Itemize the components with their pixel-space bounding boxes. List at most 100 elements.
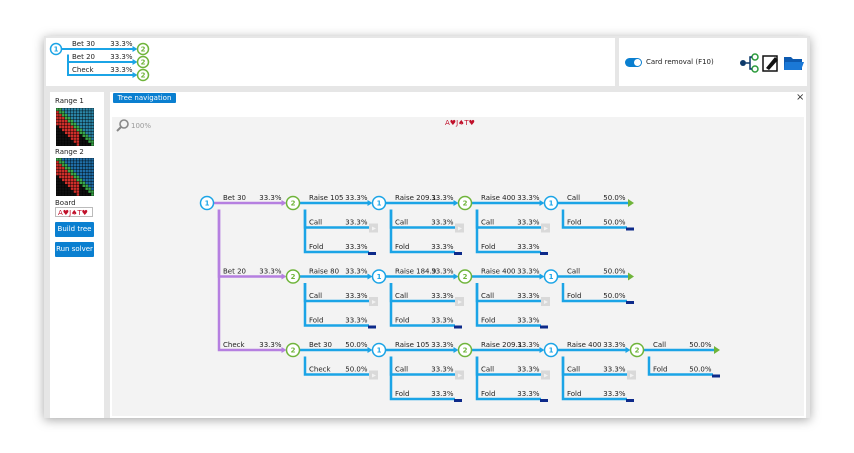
range-cell — [67, 169, 71, 173]
range-cell — [62, 134, 65, 137]
range-cell — [88, 184, 91, 187]
build-tree-button[interactable]: Build tree — [55, 222, 94, 237]
range-cell — [59, 161, 62, 164]
range-cell — [70, 158, 74, 161]
range-cell — [67, 140, 71, 143]
range-cell — [70, 184, 74, 187]
range-cell — [76, 190, 80, 193]
tree-icon[interactable] — [740, 53, 759, 73]
range-cell — [76, 164, 80, 167]
range-cell — [91, 166, 94, 170]
range-cell — [91, 140, 94, 143]
tab[interactable]: Tree navigation — [113, 93, 176, 103]
toggle[interactable] — [625, 58, 642, 67]
range-cell — [59, 184, 62, 187]
range-cell — [59, 134, 62, 137]
range-cell — [88, 108, 91, 111]
range2-grid[interactable] — [56, 158, 94, 196]
range-cell — [59, 193, 62, 196]
range-cell — [91, 122, 94, 126]
range1-grid[interactable] — [56, 108, 94, 146]
range-cell — [62, 122, 65, 126]
range-cell — [82, 161, 85, 164]
range-cell — [73, 190, 77, 193]
board-input[interactable]: A♥J♠T♥ — [55, 207, 93, 217]
range-cell — [82, 131, 85, 135]
range-cell — [62, 161, 65, 164]
range-cell — [70, 140, 74, 143]
range-cell — [73, 187, 77, 190]
range-cell — [67, 158, 71, 161]
range-cell — [64, 175, 68, 179]
range-cell — [64, 161, 68, 164]
range-cell — [73, 193, 77, 196]
edit-icon[interactable] — [762, 55, 778, 72]
range-cell — [79, 134, 83, 137]
range-cell — [62, 181, 65, 185]
range-cell — [56, 128, 59, 132]
range-cell — [56, 131, 59, 135]
range-cell — [67, 122, 71, 126]
range-cell — [64, 184, 68, 187]
range-cell — [59, 125, 62, 129]
range-cell — [76, 172, 80, 176]
range-cell — [67, 128, 71, 132]
range-cell — [91, 178, 94, 182]
range-cell — [85, 137, 88, 140]
range-cell — [85, 134, 88, 137]
range-cell — [79, 122, 83, 126]
range-cell — [59, 164, 62, 167]
range-cell — [88, 140, 91, 143]
range-cell — [59, 108, 62, 111]
range-cell — [64, 143, 68, 146]
range-cell — [59, 116, 62, 120]
range-cell — [88, 119, 91, 123]
range2-label: Range 2 — [55, 148, 84, 156]
range-cell — [91, 111, 94, 114]
range-cell — [85, 128, 88, 132]
range-cell — [67, 125, 71, 129]
range-cell — [91, 125, 94, 129]
range-cell — [70, 122, 74, 126]
range-cell — [91, 175, 94, 179]
range-cell — [79, 137, 83, 140]
range-cell — [76, 178, 80, 182]
range-cell — [85, 190, 88, 193]
range-cell — [70, 116, 74, 120]
range-cell — [62, 111, 65, 114]
range-cell — [59, 119, 62, 123]
range-cell — [56, 172, 59, 176]
toggle-label: Card removal (F10) — [646, 58, 714, 66]
range-cell — [59, 122, 62, 126]
range-cell — [91, 169, 94, 173]
range-cell — [73, 178, 77, 182]
range-cell — [82, 108, 85, 111]
range-cell — [62, 114, 65, 117]
range-cell — [82, 187, 85, 190]
run-solver-button[interactable]: Run solver — [55, 242, 94, 257]
range-cell — [67, 161, 71, 164]
range-cell — [91, 158, 94, 161]
range-cell — [67, 187, 71, 190]
range-cell — [59, 140, 62, 143]
range-cell — [67, 134, 71, 137]
range-cell — [85, 172, 88, 176]
range-cell — [62, 169, 65, 173]
close-button[interactable]: × — [796, 92, 805, 103]
folder-icon[interactable] — [784, 57, 804, 70]
range-cell — [88, 187, 91, 190]
range-cell — [70, 137, 74, 140]
range-cell — [70, 190, 74, 193]
range-cell — [76, 184, 80, 187]
range-cell — [82, 140, 85, 143]
range-cell — [70, 187, 74, 190]
range-cell — [79, 158, 83, 161]
range-cell — [73, 128, 77, 132]
range-cell — [56, 166, 59, 170]
range-cell — [85, 193, 88, 196]
range-cell — [59, 128, 62, 132]
range-cell — [59, 158, 62, 161]
range-cell — [76, 193, 80, 196]
range-cell — [79, 166, 83, 170]
range-cell — [79, 140, 83, 143]
